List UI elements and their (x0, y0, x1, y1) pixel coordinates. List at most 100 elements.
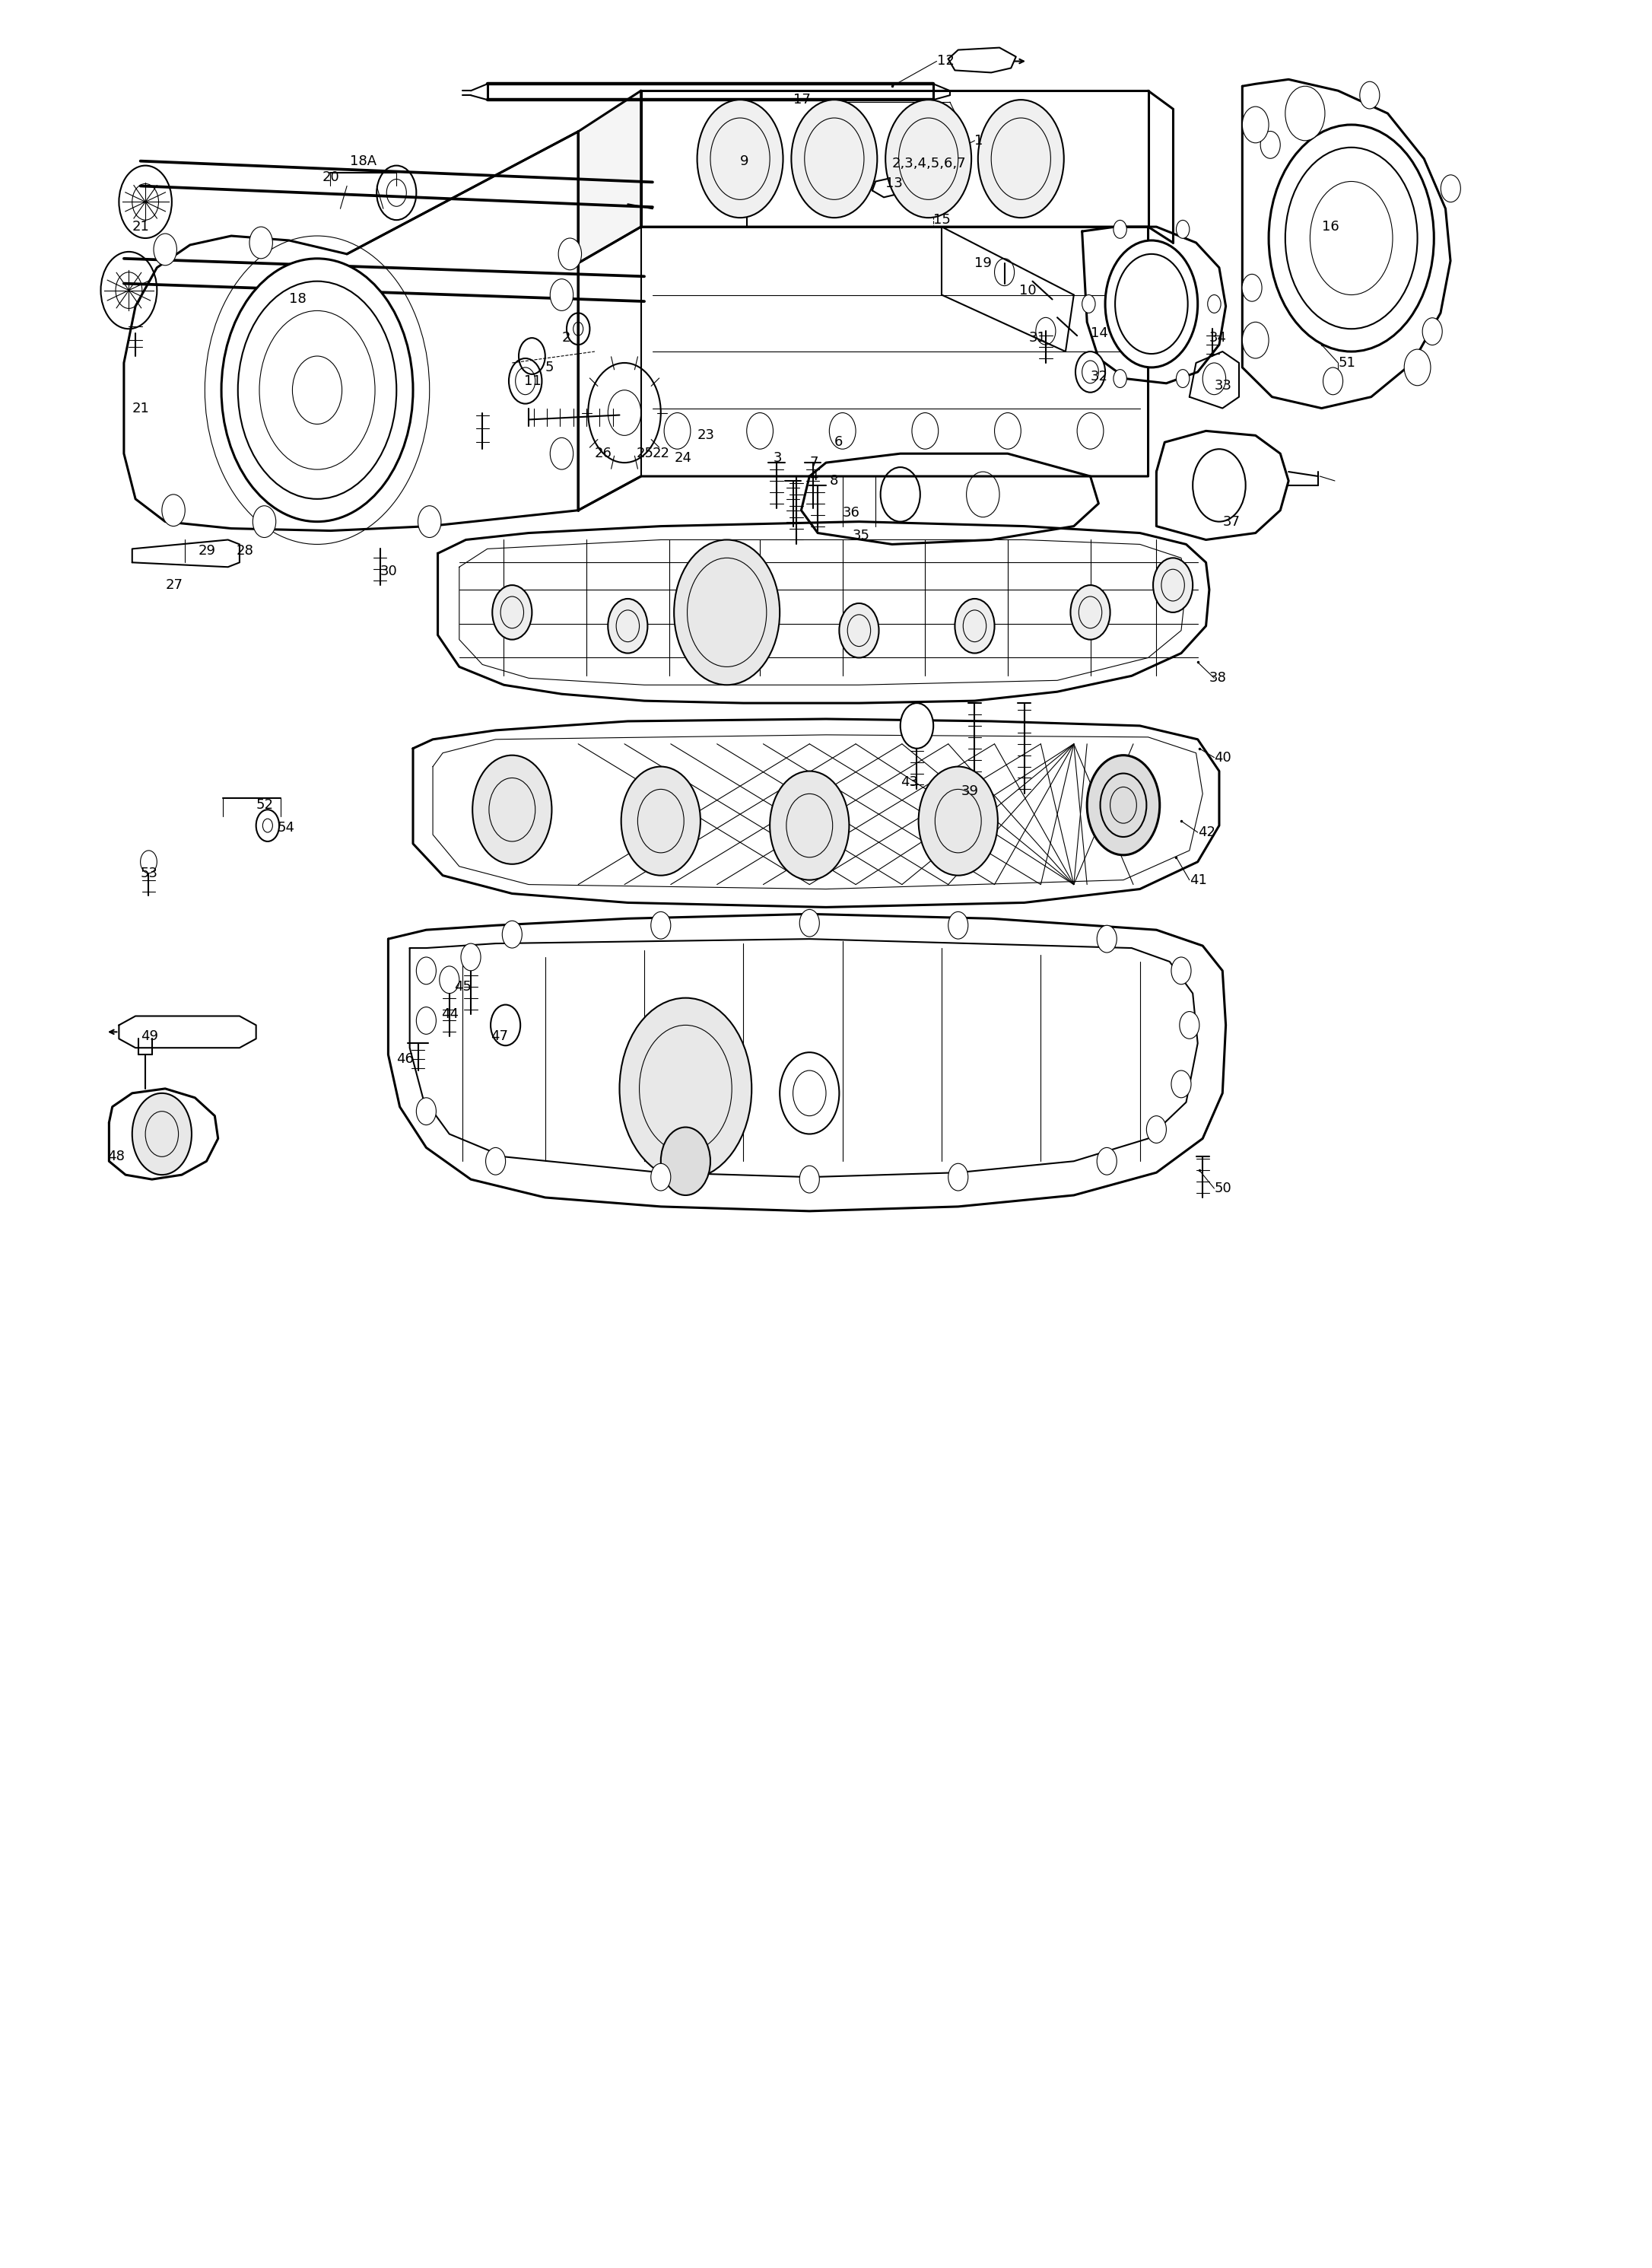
Text: 11: 11 (524, 374, 540, 388)
Circle shape (492, 585, 532, 640)
Text: 39: 39 (961, 785, 980, 798)
Circle shape (140, 850, 157, 873)
Circle shape (550, 438, 573, 469)
Text: 18A: 18A (350, 154, 377, 168)
Text: 38: 38 (1209, 671, 1227, 685)
Circle shape (1176, 220, 1189, 238)
Circle shape (1075, 352, 1105, 392)
Text: 2: 2 (562, 331, 570, 345)
Circle shape (418, 506, 441, 538)
Circle shape (661, 1127, 710, 1195)
Circle shape (461, 943, 481, 971)
Text: 25: 25 (636, 447, 654, 460)
Circle shape (1269, 125, 1434, 352)
Text: 51: 51 (1338, 356, 1356, 370)
Circle shape (1193, 449, 1246, 522)
Circle shape (491, 1005, 520, 1046)
Text: 5: 5 (545, 361, 553, 374)
Polygon shape (124, 132, 578, 531)
Circle shape (256, 810, 279, 841)
Circle shape (1113, 370, 1127, 388)
Circle shape (253, 506, 276, 538)
Circle shape (770, 771, 849, 880)
Text: 8: 8 (829, 474, 838, 488)
Text: 34: 34 (1209, 331, 1227, 345)
Text: 22: 22 (653, 447, 671, 460)
Circle shape (608, 599, 648, 653)
Circle shape (249, 227, 273, 259)
Text: 40: 40 (1214, 751, 1231, 764)
Circle shape (948, 1163, 968, 1191)
Text: 35: 35 (852, 528, 871, 542)
Text: 31: 31 (1029, 331, 1047, 345)
Circle shape (1097, 1148, 1117, 1175)
Text: 19: 19 (975, 256, 993, 270)
Circle shape (1242, 107, 1269, 143)
Text: 16: 16 (1322, 220, 1338, 234)
Circle shape (1422, 318, 1442, 345)
Text: 29: 29 (198, 544, 216, 558)
Circle shape (651, 1163, 671, 1191)
Circle shape (621, 767, 700, 875)
Circle shape (978, 100, 1064, 218)
Circle shape (1242, 274, 1262, 302)
Polygon shape (801, 454, 1099, 544)
Circle shape (1113, 220, 1127, 238)
Circle shape (674, 540, 780, 685)
Circle shape (1208, 295, 1221, 313)
Text: 21: 21 (132, 401, 150, 415)
Polygon shape (132, 540, 240, 567)
Circle shape (620, 998, 752, 1179)
Polygon shape (438, 522, 1209, 703)
Circle shape (1153, 558, 1193, 612)
Circle shape (550, 279, 573, 311)
Text: 30: 30 (380, 565, 396, 578)
Circle shape (1360, 82, 1379, 109)
Polygon shape (119, 1016, 256, 1048)
Polygon shape (872, 172, 925, 197)
Text: 37: 37 (1222, 515, 1241, 528)
Circle shape (558, 238, 582, 270)
Circle shape (1146, 1116, 1166, 1143)
Polygon shape (578, 227, 1148, 510)
Polygon shape (641, 91, 1148, 227)
Text: 36: 36 (843, 506, 861, 519)
Text: 14: 14 (1090, 327, 1108, 340)
Text: 7: 7 (809, 456, 818, 469)
Polygon shape (1189, 352, 1239, 408)
Circle shape (1105, 240, 1198, 367)
Circle shape (919, 767, 998, 875)
Circle shape (697, 100, 783, 218)
Text: 3: 3 (773, 451, 781, 465)
Text: 21: 21 (132, 220, 150, 234)
Text: 6: 6 (834, 435, 843, 449)
Text: 49: 49 (140, 1030, 159, 1043)
Circle shape (791, 100, 877, 218)
Text: 46: 46 (396, 1052, 415, 1066)
Text: 4: 4 (809, 469, 818, 483)
Circle shape (221, 259, 413, 522)
Circle shape (1260, 132, 1280, 159)
Circle shape (1441, 175, 1460, 202)
Text: 45: 45 (454, 980, 472, 993)
Circle shape (800, 1166, 819, 1193)
Text: 47: 47 (491, 1030, 509, 1043)
Circle shape (154, 234, 177, 265)
Circle shape (472, 755, 552, 864)
Circle shape (1323, 367, 1343, 395)
Circle shape (948, 912, 968, 939)
Text: 52: 52 (256, 798, 274, 812)
Circle shape (416, 1007, 436, 1034)
Text: 32: 32 (1090, 370, 1108, 383)
Text: 27: 27 (165, 578, 183, 592)
Polygon shape (1156, 431, 1289, 540)
Text: 42: 42 (1198, 826, 1216, 839)
Polygon shape (948, 48, 1016, 73)
Text: 43: 43 (900, 776, 919, 789)
Text: 33: 33 (1214, 379, 1232, 392)
Text: 15: 15 (933, 213, 952, 227)
Circle shape (900, 703, 933, 748)
Text: 26: 26 (595, 447, 613, 460)
Circle shape (955, 599, 995, 653)
Polygon shape (413, 719, 1219, 907)
